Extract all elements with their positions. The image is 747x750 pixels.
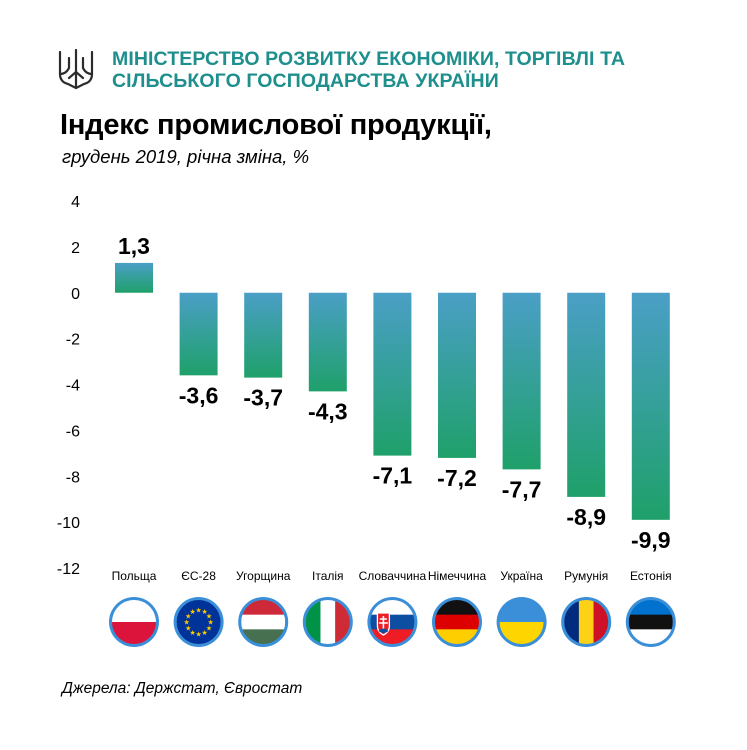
ministry-name: МІНІСТЕРСТВО РОЗВИТКУ ЕКОНОМІКИ, ТОРГІВЛ…: [112, 48, 732, 92]
svg-text:★: ★: [189, 608, 195, 616]
italy-flag-icon: [302, 597, 353, 647]
bar: [244, 292, 283, 378]
chart-subtitle: грудень 2019, річна зміна, %: [62, 146, 310, 167]
romania-flag-icon: [561, 597, 612, 647]
svg-text:★: ★: [195, 607, 201, 615]
category-label: Італія: [312, 569, 344, 583]
category-label: Україна: [500, 569, 543, 583]
bar: [438, 292, 476, 458]
svg-text:★: ★: [207, 619, 213, 627]
hungary-flag-icon: [238, 597, 289, 647]
data-label: 1,3: [118, 233, 150, 259]
y-tick-label: 4: [71, 194, 80, 211]
ministry-line-2: СІЛЬСЬКОГО ГОСПОДАРСТВА УКРАЇНИ: [112, 70, 499, 92]
header: МІНІСТЕРСТВО РОЗВИТКУ ЕКОНОМІКИ, ТОРГІВЛ…: [56, 44, 736, 94]
category-label: Німеччина: [428, 569, 487, 583]
data-label: -7,7: [502, 476, 542, 502]
germany-flag-icon: [432, 597, 482, 647]
y-tick-label: -12: [57, 561, 80, 578]
svg-text:★: ★: [183, 619, 189, 627]
y-tick-label: -10: [57, 515, 80, 532]
category-label: Румунія: [564, 569, 608, 583]
data-label: -3,7: [243, 385, 283, 411]
data-label: -3,6: [179, 382, 219, 408]
category-label: Угорщина: [236, 569, 291, 583]
bar: [373, 292, 412, 456]
bar: [179, 292, 218, 376]
svg-text:★: ★: [185, 613, 191, 621]
data-label: -4,3: [308, 398, 348, 424]
data-label: -7,1: [373, 463, 413, 489]
y-tick-label: -2: [66, 332, 80, 349]
y-tick-label: -4: [66, 378, 80, 395]
svg-text:★: ★: [206, 613, 212, 621]
poland-flag-icon: [109, 597, 159, 647]
bar: [631, 292, 670, 520]
bar: [115, 262, 153, 293]
bar-chart: 4 2 0 -2 -4 -6 -8 -10 -12 1,3 Польща -3,6 ЄС-28 -3,7…: [57, 194, 676, 647]
bar: [567, 292, 606, 497]
svg-text:★: ★: [201, 629, 207, 637]
bar: [308, 292, 347, 392]
category-label: Словаччина: [359, 569, 427, 583]
chart-title: Індекс промислової продукції,: [60, 109, 492, 141]
bar: [502, 292, 541, 470]
svg-text:★: ★: [185, 625, 191, 633]
category-label: Естонія: [630, 569, 672, 583]
tryzub-icon: [58, 48, 94, 90]
category-label: Польща: [112, 569, 157, 583]
y-tick-label: -6: [66, 423, 80, 440]
y-tick-label: 2: [71, 240, 80, 257]
ministry-line-1: МІНІСТЕРСТВО РОЗВИТКУ ЕКОНОМІКИ, ТОРГІВЛ…: [112, 48, 626, 70]
category-label: ЄС-28: [181, 569, 216, 583]
svg-text:★: ★: [189, 629, 195, 637]
data-label: -8,9: [566, 504, 606, 530]
source-note: Джерела: Держстат, Євростат: [62, 680, 303, 697]
data-label: -9,9: [631, 527, 671, 553]
ukraine-flag-icon: [496, 597, 547, 647]
y-tick-label: 0: [71, 286, 80, 303]
svg-text:★: ★: [206, 625, 212, 633]
eu-flag-icon: ★★★★★★★★★ ★ ★★: [173, 597, 224, 647]
data-label: -7,2: [437, 465, 477, 491]
svg-text:★: ★: [201, 608, 207, 616]
svg-text:★: ★: [195, 631, 201, 639]
slovakia-flag-icon: [367, 597, 418, 647]
y-tick-label: -8: [66, 469, 80, 486]
estonia-flag-icon: [625, 597, 676, 647]
